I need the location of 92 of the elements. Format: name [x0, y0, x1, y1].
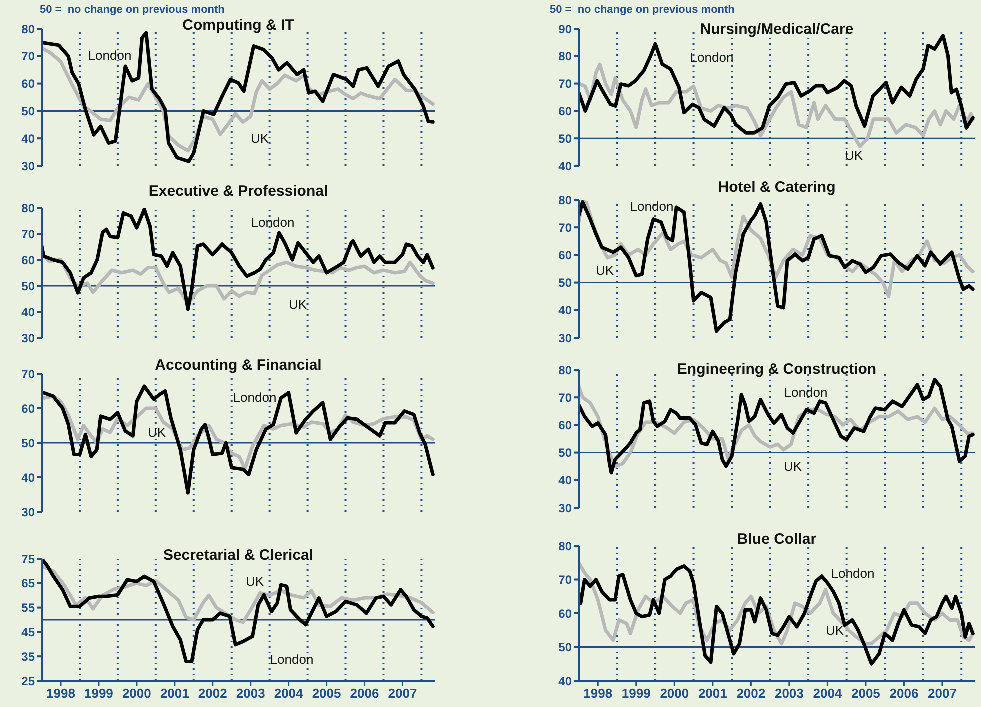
- x-tick-label: 2005: [312, 686, 342, 701]
- x-tick-label: 2001: [698, 686, 728, 701]
- x-tick-label: 2007: [928, 686, 957, 701]
- series-label: London: [783, 385, 829, 401]
- series-label: London: [232, 390, 278, 406]
- y-tick-label: 30: [22, 159, 36, 174]
- chart-title: Executive & Professional: [148, 183, 330, 200]
- x-tick-label: 2000: [660, 686, 690, 701]
- y-tick-label: 70: [22, 50, 36, 64]
- x-tick-label: 2006: [890, 686, 919, 701]
- y-tick-label: 50: [558, 276, 572, 290]
- series-label: London: [830, 566, 876, 582]
- chart-title: Hotel & Catering: [717, 179, 837, 196]
- series-label: UK: [782, 459, 804, 475]
- series-label: London: [269, 652, 315, 668]
- series-label: London: [629, 199, 675, 215]
- y-tick-label: 45: [22, 625, 36, 640]
- y-tick-label: 80: [22, 22, 36, 36]
- series-label: UK: [596, 263, 614, 278]
- y-tick-label: 80: [558, 539, 572, 554]
- x-tick-label: 2007: [388, 686, 418, 701]
- y-tick-label: 40: [22, 132, 36, 146]
- y-tick-label: 50: [22, 104, 36, 118]
- y-tick-label: 60: [558, 606, 572, 621]
- y-tick-label: 40: [558, 474, 572, 488]
- x-tick-label: 1999: [622, 686, 651, 701]
- y-tick-label: 80: [22, 201, 36, 216]
- y-tick-label: 60: [22, 253, 36, 268]
- y-tick-label: 70: [558, 390, 572, 405]
- chart-title: Computing & IT: [182, 17, 296, 34]
- series-label: UK: [244, 574, 266, 590]
- y-tick-label: 30: [22, 505, 36, 520]
- y-tick-label: 50: [558, 446, 572, 460]
- y-tick-label: 40: [558, 159, 572, 174]
- text: 50 = no change on previous month: [40, 4, 225, 16]
- y-tick-label: 55: [22, 601, 36, 616]
- x-tick-label: 2003: [236, 686, 266, 701]
- chart-title: Accounting & Financial: [154, 357, 323, 374]
- series-label: London: [87, 48, 133, 64]
- chart-title: Secretarial & Clerical: [162, 547, 315, 564]
- y-tick-label: 70: [22, 227, 36, 242]
- y-tick-label: 60: [22, 77, 36, 92]
- x-tick-label: 1998: [584, 686, 613, 701]
- text: UK: [288, 297, 308, 313]
- y-tick-label: 30: [22, 331, 36, 346]
- y-tick-label: 50: [558, 132, 572, 146]
- y-tick-label: 40: [22, 470, 36, 485]
- x-tick-label: 2003: [774, 686, 804, 701]
- y-tick-label: 60: [22, 402, 36, 416]
- y-tick-label: 90: [558, 22, 572, 36]
- y-tick-label: 50: [22, 279, 36, 294]
- y-tick-label: 60: [558, 248, 572, 262]
- y-tick-label: 80: [558, 50, 572, 64]
- y-tick-label: 60: [558, 418, 572, 432]
- x-tick-label: 1999: [84, 686, 114, 701]
- y-tick-label: 25: [22, 674, 36, 688]
- x-tick-label: 2005: [851, 686, 880, 701]
- y-tick-label: 70: [558, 220, 572, 235]
- y-tick-label: 65: [22, 576, 36, 591]
- y-tick-label: 60: [558, 104, 572, 118]
- y-tick-label: 50: [22, 436, 36, 450]
- y-tick-label: 35: [22, 650, 36, 664]
- y-tick-label: 30: [558, 331, 572, 346]
- y-tick-label: 50: [558, 640, 572, 655]
- x-tick-label: 2006: [350, 686, 380, 701]
- text: 50 = no change on previous month: [550, 4, 735, 16]
- y-tick-label: 40: [558, 674, 572, 688]
- series-label: UK: [250, 131, 270, 147]
- x-tick-label: 2000: [122, 686, 152, 701]
- series-label: London: [250, 215, 296, 231]
- series-label: London: [689, 50, 735, 66]
- y-tick-label: 70: [22, 367, 36, 382]
- y-tick-label: 40: [558, 304, 572, 318]
- y-tick-label: 40: [22, 305, 36, 320]
- chart-title: Nursing/Medical/Care: [699, 21, 855, 38]
- chart-title: Blue Collar: [736, 531, 818, 548]
- y-tick-label: 70: [558, 77, 572, 92]
- y-tick-label: 30: [558, 501, 572, 516]
- series-label: UK: [146, 425, 168, 441]
- x-tick-label: 2004: [813, 686, 843, 701]
- y-tick-label: 80: [558, 193, 572, 208]
- x-tick-label: 2001: [160, 686, 190, 701]
- x-tick-label: 2002: [736, 686, 766, 701]
- x-tick-label: 1998: [46, 686, 76, 701]
- series-label: UK: [824, 623, 846, 639]
- chart-title: Engineering & Construction: [676, 361, 878, 378]
- y-tick-label: 70: [558, 573, 572, 588]
- y-tick-label: 75: [22, 552, 36, 566]
- x-tick-label: 2004: [274, 686, 304, 701]
- y-tick-label: 80: [558, 363, 572, 378]
- series-label: UK: [844, 148, 864, 164]
- x-tick-label: 2002: [198, 686, 228, 701]
